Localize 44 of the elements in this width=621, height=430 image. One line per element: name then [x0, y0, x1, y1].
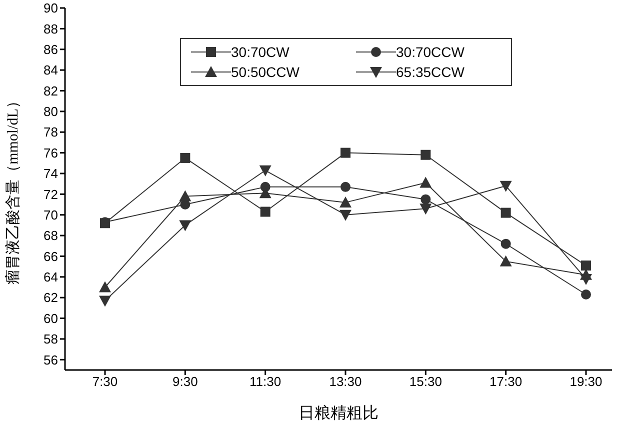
y-tick-label: 64: [44, 270, 58, 285]
x-tick-label: 9:30: [172, 374, 198, 390]
y-tick-label: 90: [44, 0, 58, 16]
y-tick-label: 80: [44, 104, 58, 120]
y-tick-label: 62: [44, 290, 58, 306]
point: [420, 204, 432, 215]
x-tick-label: 13:30: [329, 374, 362, 390]
x-tick-label: 15:30: [409, 374, 442, 390]
point: [180, 152, 190, 163]
point: [99, 281, 111, 292]
y-tick-label: 74: [44, 166, 58, 182]
x-tick-label: 17:30: [490, 374, 522, 390]
point: [340, 196, 352, 208]
y-tick-label: 56: [44, 352, 58, 368]
point: [581, 289, 591, 300]
y-tick-label: 58: [44, 332, 58, 347]
y-tick-label: 78: [44, 124, 58, 140]
x-tick-label: 19:30: [570, 374, 602, 390]
x-axis-title: 日粮精粗比: [298, 404, 378, 422]
point: [420, 150, 431, 160]
y-tick-label: 60: [44, 310, 58, 326]
y-axis-title: 瘤胃液乙酸含量（mmol/dL）: [4, 94, 22, 284]
y-tick-label: 76: [44, 145, 58, 160]
y-tick-label: 72: [44, 186, 58, 202]
point: [179, 220, 192, 232]
x-tick-label: 11:30: [250, 374, 282, 390]
legend-label: 30:70CCW: [396, 44, 464, 60]
point: [99, 296, 111, 307]
y-tick-label: 88: [44, 21, 58, 36]
y-tick-label: 84: [44, 62, 58, 78]
y-tick-label: 68: [44, 228, 58, 244]
legend-label: 30:70CW: [231, 44, 290, 60]
point: [581, 260, 591, 271]
legend-label: 50:50CCW: [231, 64, 300, 80]
y-tick-label: 70: [44, 207, 58, 222]
x-tick-label: 7:30: [92, 374, 118, 390]
point: [340, 148, 350, 158]
y-tick-label: 86: [44, 42, 58, 57]
y-tick-label: 66: [44, 248, 58, 264]
point: [260, 206, 270, 217]
point: [500, 255, 512, 266]
point: [500, 208, 511, 218]
y-tick-label: 82: [44, 83, 58, 98]
legend-label: 65:35CCW: [396, 64, 464, 80]
